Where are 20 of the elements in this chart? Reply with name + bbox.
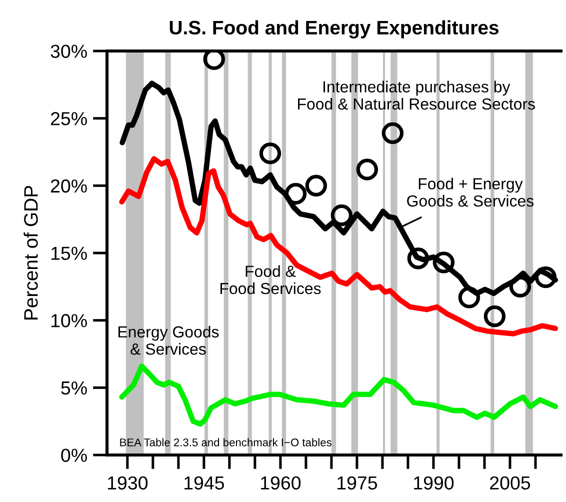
x-tick-label: 2005 [490,476,530,490]
series-label: Food & Food Services [220,265,321,294]
text: Intermediate purchases by Food & Natural Resource Sectors [298,80,535,110]
x-tick-label: 1960 [261,476,301,490]
y-tick-label: 30% [50,44,87,58]
annotation: BEA Table 2.3.5 and benchmark I−O tables [120,438,332,446]
x-tick-label: 1990 [414,476,454,490]
x-tick-label: 1930 [108,476,148,490]
y-tick-label: 5% [61,381,87,395]
y-tick-label: 15% [51,246,87,260]
y-axis-title: Percent of GDP [24,186,38,320]
chart-title: U.S. Food and Energy Expenditures [170,20,499,38]
x-tick-label: 1945 [184,476,224,490]
y-tick-label: 20% [50,179,87,193]
series-label: Food + Energy Goods & Services [407,178,534,207]
y-tick-label: 10% [51,314,87,328]
series-label: Energy Goods & Services [118,326,219,355]
x-tick-label: 1975 [338,476,378,490]
y-tick-label: 0% [61,448,87,462]
y-tick-label: 25% [50,112,87,126]
